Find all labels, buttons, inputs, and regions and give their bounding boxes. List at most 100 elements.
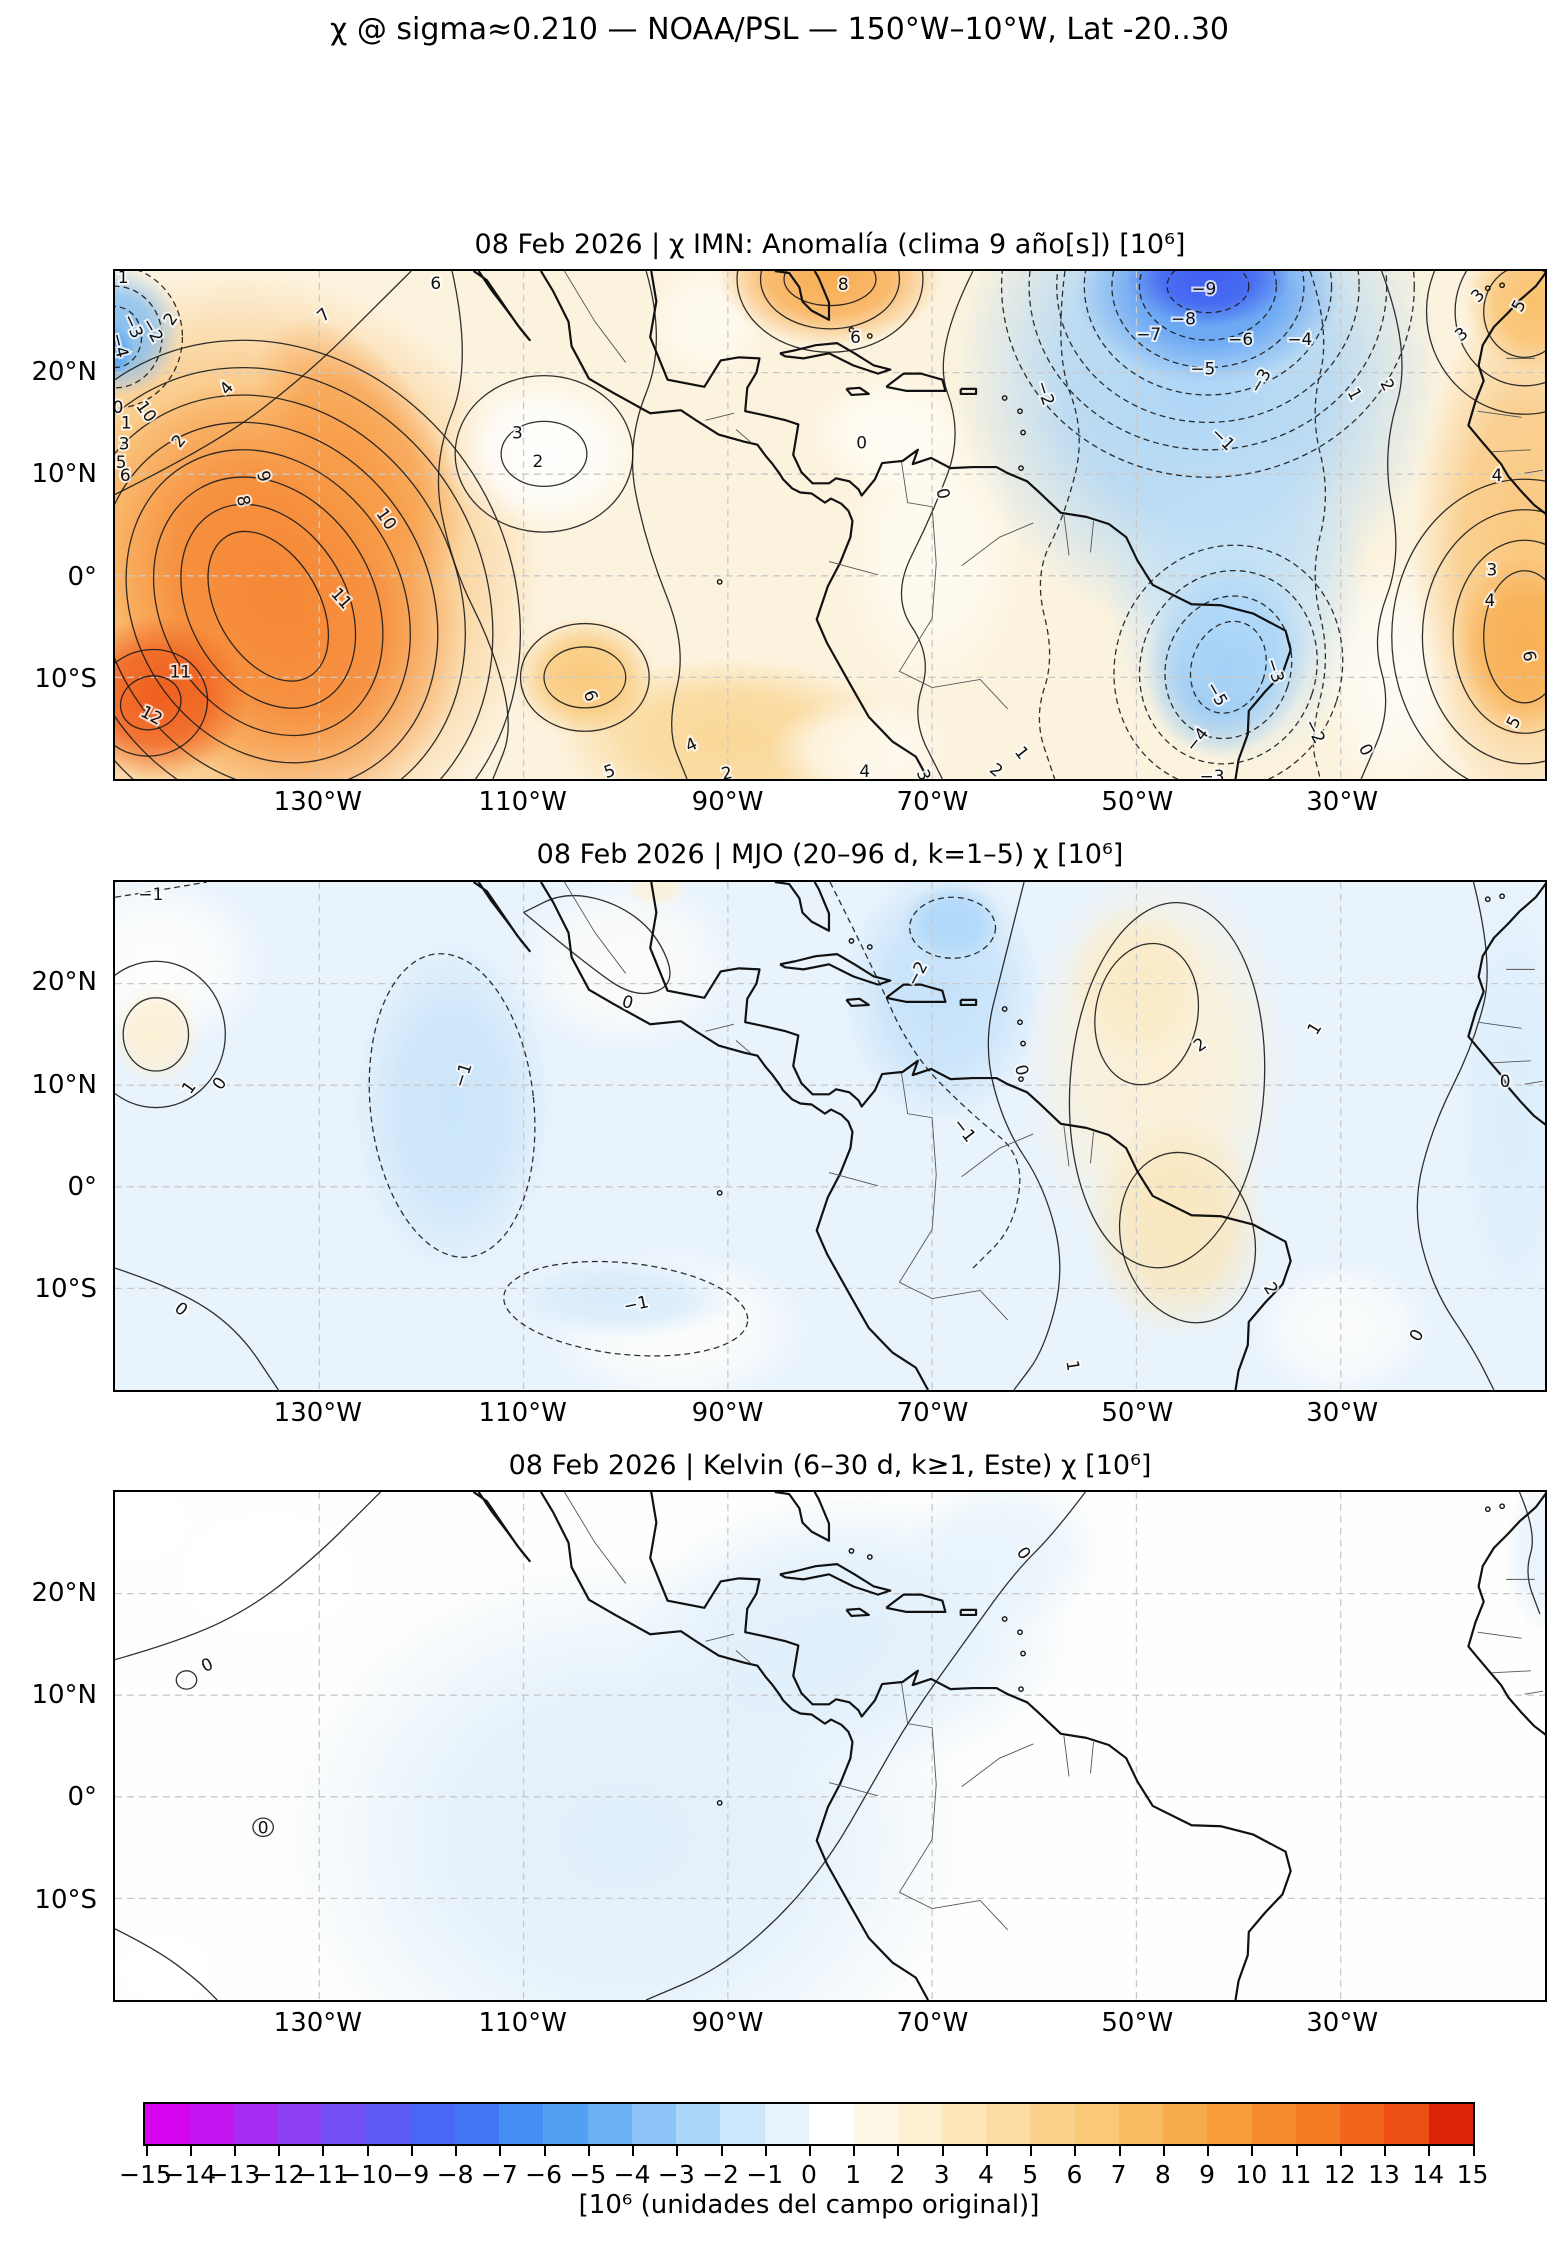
colorbar-tick <box>720 2146 723 2157</box>
y-tick-label: 0° <box>67 561 97 592</box>
colorbar-tick <box>233 2146 236 2157</box>
colorbar-tick <box>499 2146 502 2157</box>
colorbar-tick-label: 13 <box>1368 2160 1400 2190</box>
x-tick-label: 130°W <box>273 1397 363 1428</box>
colorbar-swatch <box>676 2104 721 2145</box>
y-tick-label: 10°N <box>31 459 97 490</box>
colorbar-tick-label: −8 <box>436 2160 474 2190</box>
colorbar-tick-label: −1 <box>746 2160 784 2190</box>
colorbar-tick <box>1428 2146 1431 2157</box>
colorbar-swatch <box>410 2104 455 2145</box>
colorbar-tick-label: −3 <box>657 2160 695 2190</box>
y-tick-label: 20°N <box>31 356 97 387</box>
colorbar-swatch <box>233 2104 278 2145</box>
colorbar-tick-label: 5 <box>1022 2160 1039 2190</box>
colorbar-tick <box>1295 2146 1298 2157</box>
contour-label: 1 <box>121 413 132 433</box>
figure-title: χ @ sigma≈0.210 — NOAA/PSL — 150°W–10°W,… <box>329 12 1230 47</box>
kelvin-contour-map: 000 <box>115 1492 1545 2001</box>
x-tick-label: 90°W <box>691 787 764 818</box>
colorbar-swatch <box>720 2104 765 2145</box>
colorbar-swatch <box>1251 2104 1296 2145</box>
colorbar-tick <box>1472 2146 1475 2157</box>
colorbar-tick <box>1162 2146 1165 2157</box>
x-tick-label: 90°W <box>691 1397 764 1428</box>
y-tick-label: 10°S <box>34 663 97 694</box>
colorbar-tick-label: −7 <box>480 2160 518 2190</box>
contour-label: −6 <box>1228 329 1253 349</box>
contour-label: 6 <box>430 274 441 294</box>
colorbar-tick <box>322 2146 325 2157</box>
contour-label: 6 <box>850 327 861 347</box>
contour-label: 0 <box>115 398 123 418</box>
filled-contours <box>115 1492 1545 2001</box>
colorbar-tick <box>366 2146 369 2157</box>
contour-label: −9 <box>1191 279 1216 299</box>
contour-label: −5 <box>1190 359 1215 379</box>
coastlines <box>472 1492 1545 2001</box>
panel-mjo-plot-area: −1 1 0 −1 0 −1 0 −2 −1 0 2 1 2 1 0 0 20°N 10°N 0° 10°S <box>31 879 1547 1392</box>
colorbar-tick-label: 14 <box>1412 2160 1445 2190</box>
y-tick-label: 20°N <box>31 967 97 998</box>
colorbar-tick <box>1074 2146 1077 2157</box>
x-tick-label: 30°W <box>1306 787 1379 818</box>
colorbar-swatch <box>897 2104 942 2145</box>
coastlines <box>472 881 1545 1390</box>
contour-label: −3 <box>1200 766 1225 779</box>
panel-anomaly-frame: 1 −3 −4 −2 2 10 0 1 3 5 6 7 4 2 8 9 10 11 11 12 6 3 2 6 5 4 2 8 6 0 0 2… <box>113 269 1547 782</box>
anomaly-contour-map: 1−3−4 −2210013567428910111112632654286002… <box>115 271 1545 780</box>
contour-label: 1 <box>118 271 129 287</box>
panel-mjo-x-axis: 130°W 110°W 90°W 70°W 50°W 30°W <box>113 1392 1547 1444</box>
y-tick-label: 10°N <box>31 1679 97 1710</box>
x-tick-label: 130°W <box>273 2008 363 2039</box>
contour-label: 0 <box>1011 1062 1033 1077</box>
x-tick-label: 50°W <box>1101 1397 1174 1428</box>
contour-label: 0 <box>258 1817 269 1837</box>
colorbar-tick <box>145 2146 148 2157</box>
colorbar-tick-label: 8 <box>1154 2160 1171 2190</box>
x-tick-label: 110°W <box>478 787 567 818</box>
contour-lines <box>115 881 1495 1390</box>
x-tick-label: 70°W <box>896 787 969 818</box>
panel-mjo: 08 Feb 2026 | MJO (20–96 d, k=1–5) χ [10… <box>31 839 1547 1444</box>
colorbar-tick-label: 2 <box>889 2160 906 2190</box>
colorbar-swatch <box>1118 2104 1164 2145</box>
colorbar-swatch <box>1384 2104 1429 2145</box>
y-tick-label: 0° <box>67 1171 97 1202</box>
colorbar-swatch <box>277 2104 323 2145</box>
colorbar-tick-label: −9 <box>392 2160 430 2190</box>
colorbar-tick-label: 1 <box>845 2160 862 2190</box>
y-tick-label: 20°N <box>31 1577 97 1608</box>
panel-anomaly-plot-area: 1 −3 −4 −2 2 10 0 1 3 5 6 7 4 2 8 9 10 11 11 12 6 3 2 6 5 4 2 8 6 0 0 2… <box>31 269 1547 782</box>
contour-label: 4 <box>1484 591 1495 611</box>
colorbar-tick <box>853 2146 856 2157</box>
contour-label: 0 <box>856 433 867 453</box>
contour-label: 0 <box>1500 1071 1511 1091</box>
panel-kelvin-title: 08 Feb 2026 | Kelvin (6–30 d, k≥1, Este)… <box>508 1449 1152 1481</box>
y-tick-label: 10°S <box>34 1884 97 1915</box>
contour-label: 8 <box>838 275 849 295</box>
colorbar-tick <box>676 2146 679 2157</box>
country-borders <box>564 271 1544 710</box>
colorbar-tick-label: 6 <box>1066 2160 1083 2190</box>
grid-lines <box>115 881 1545 1390</box>
colorbar-swatch <box>1295 2104 1341 2145</box>
colorbar-tick <box>1251 2146 1254 2157</box>
colorbar-tick <box>985 2146 988 2157</box>
colorbar-swatch <box>322 2104 367 2145</box>
colorbar-tick-label: −11 <box>296 2160 349 2190</box>
grid-lines <box>115 271 1545 780</box>
colorbar-tick-label: 15 <box>1456 2160 1489 2190</box>
x-tick-label: 130°W <box>273 787 363 818</box>
contour-label: 4 <box>1492 466 1503 486</box>
colorbar-swatch <box>1074 2104 1119 2145</box>
colorbar-swatch <box>454 2104 500 2145</box>
colorbar-swatch <box>499 2104 544 2145</box>
colorbar-swatch <box>1340 2104 1385 2145</box>
colorbar-tick <box>764 2146 767 2157</box>
colorbar-tick-label: 7 <box>1110 2160 1127 2190</box>
colorbar-tick-label: −15 <box>119 2160 172 2190</box>
contour-label: 6 <box>120 466 131 486</box>
